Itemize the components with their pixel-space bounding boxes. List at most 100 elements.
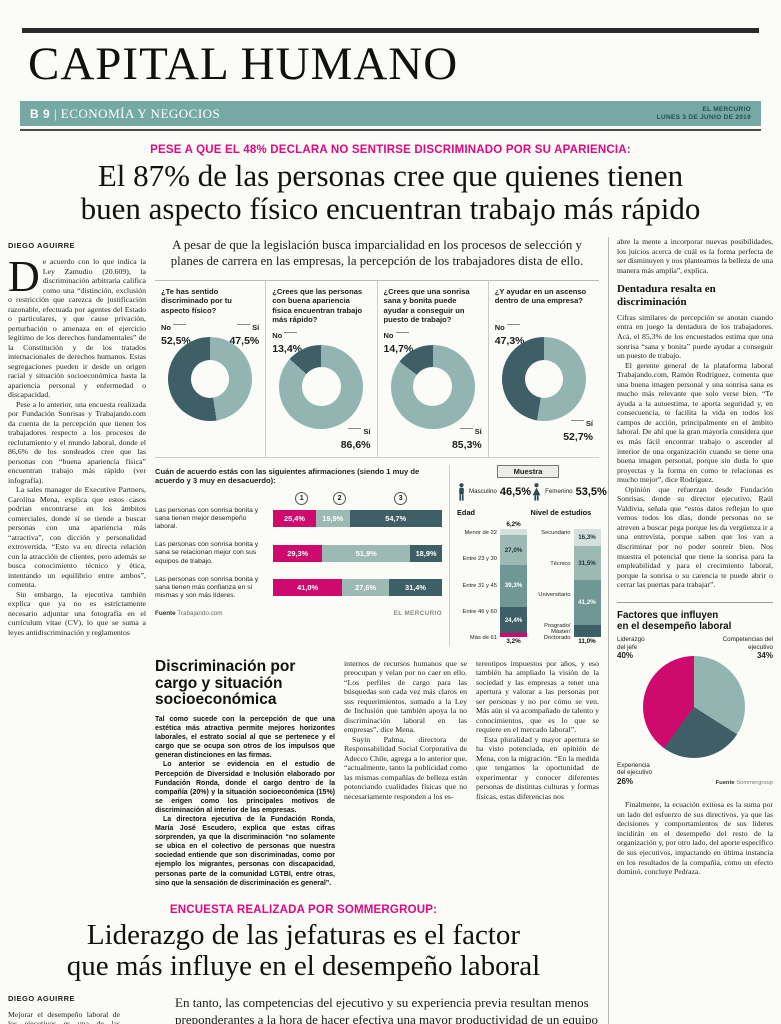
article1-paragraph: abre la mente a incorporar nuevas posibi… [617, 237, 773, 275]
pie-label-competencias: Competencias del ejecutivo 34% [722, 636, 773, 661]
bar-track: 41,0% 27,6% 31,4% [273, 579, 442, 597]
article2-paragraph: Mejorar el desempeño laboral de los ejec… [8, 1009, 120, 1024]
donut-no-label: No 52,5% [161, 322, 191, 347]
article2-byline: DIEGO AGUIRRE [8, 993, 76, 1003]
bar-segment: 54,7% [349, 510, 442, 528]
page-title: CAPITAL HUMANO [28, 38, 459, 90]
bar-row-label: Las personas con sonrisa bonita y sana t… [155, 506, 259, 531]
donut-si-label: Sí 85,3% [451, 426, 482, 451]
article1-deck: A pesar de que la legislación busca impa… [170, 238, 584, 269]
donut-hole [190, 359, 230, 399]
scale-marker-2: 2 [333, 491, 347, 505]
factores-source: Fuente Sommergroup [715, 780, 773, 787]
factores-pie-chart [643, 656, 745, 759]
leader-line [395, 332, 409, 334]
article1-column-4: internos de recursos humanos que se preo… [344, 659, 467, 888]
bar-segment: 19,9% [315, 510, 350, 528]
article1-paragraph: Suyin Palma, directora de Responsabilida… [344, 734, 467, 801]
subsection-paragraph: Tal como sucede con la percepción de que… [155, 715, 335, 760]
article2-deck: En tanto, las competencias del ejecutivo… [175, 994, 599, 1024]
age-segment [500, 633, 527, 637]
education-stacked-bar: 16,3% 31,5% 41,2% [573, 528, 601, 637]
age-chart: Edad Menor de 22 Entre 23 y 30 Entre 31 … [457, 508, 527, 646]
page-code: B 9 [30, 106, 51, 121]
pie-label-experiencia: Experiencia del ejecutivo 26% [617, 761, 653, 786]
bar-track: 29,3% 51,9% 18,9% [273, 544, 442, 562]
subsection-paragraph: La directora ejecutiva de la Fundación R… [155, 816, 335, 887]
donut-no-label: No 47,3% [494, 322, 525, 347]
donut-chart [279, 344, 364, 429]
subsection-title: Discriminación por cargo y situación soc… [155, 657, 296, 709]
bar-track: 25,4% 19,9% 54,7% [273, 510, 442, 528]
dropcap: D [8, 252, 40, 302]
age-labels: Menor de 22 Entre 23 y 30 Entre 31 y 45 … [462, 529, 497, 642]
education-bottom-value: 11,0% [578, 637, 596, 645]
education-segment: 16,3% [573, 528, 601, 547]
paper-name: EL MERCURIO [702, 105, 751, 113]
bar-segment: 51,9% [322, 544, 411, 562]
bar-row-label: Las personas con sonrisa bonita y sana t… [155, 575, 259, 599]
bar-chart-title: Cuán de acuerdo estás con las siguientes… [155, 466, 420, 486]
bar-row-1: Las personas con sonrisa bonita y sana t… [155, 507, 442, 531]
article1-paragraph: El gerente general de la plataforma labo… [617, 360, 773, 485]
male-person-icon [459, 482, 464, 501]
education-segment: 41,2% [573, 580, 601, 625]
infographic: ¿Te has sentido discriminado por tu aspe… [155, 279, 607, 646]
section-bar-rule [20, 129, 761, 131]
donut-question: ¿Te has sentido discriminado por tu aspe… [161, 286, 232, 315]
article1-paragraph: La sales manager de Executive Partners, … [8, 485, 146, 590]
age-segment: 24,4% [500, 607, 527, 634]
donut-hole [302, 367, 341, 407]
article2-final-paragraph: Finalmente, la ecuación exitosa es la su… [617, 800, 773, 877]
education-segment: 31,5% [573, 546, 601, 581]
bar-segment: 31,4% [388, 579, 442, 597]
article2-headline: Liderazgo de las jefaturas es el factor q… [66, 918, 541, 982]
bar-segment: 29,3% [273, 544, 323, 562]
education-chart: Nivel de estudios Secundario Técnico Uni… [531, 508, 601, 646]
agreement-bar-chart: Cuán de acuerdo estás con las siguientes… [155, 465, 449, 646]
article1-headline: El 87% de las personas cree que quienes … [80, 158, 701, 226]
chart-credit: EL MERCURIO [393, 610, 442, 618]
age-segment [500, 528, 527, 536]
pie-label-liderazgo: Liderazgo del jefe 40% [617, 636, 645, 661]
education-labels: Secundario Técnico Universitario Posgrad… [538, 529, 571, 642]
section-bar: B 9 | ECONOMÍA Y NEGOCIOS EL MERCURIO LUN… [20, 101, 761, 126]
bar-segment: 18,9% [410, 544, 442, 562]
article1-paragraph: internos de recursos humanos que se preo… [344, 658, 467, 735]
age-segment: 27,0% [500, 535, 527, 565]
article2: ENCUESTA REALIZADA POR SOMMERGROUP: Lide… [8, 904, 599, 1024]
article1-paragraph: Pese a lo anterior, una encuesta realiza… [8, 399, 146, 485]
donut-hole [413, 367, 452, 407]
donut-si-label: Sí 86,6% [340, 426, 371, 451]
donut-question: ¿Y ayudar en un ascenso dentro de una em… [494, 286, 587, 306]
article1-paragraph: Esta pluralidad y mayor apertura se ha v… [476, 734, 599, 801]
bar-row-3: Las personas con sonrisa bonita y sana t… [155, 576, 442, 600]
donut-chart [501, 336, 586, 421]
leader-line [173, 324, 186, 326]
donut-si-label: Sí 47,5% [229, 322, 260, 347]
article1-paragraph: Opinión que refuerzan desde Fundación So… [617, 484, 773, 590]
article1-column-5: tereotipos impuestos por años, y eso tam… [476, 659, 599, 888]
bar-row-2: Las personas con sonrisa bonita y sana s… [155, 541, 442, 565]
sample-title: Muestra [496, 464, 560, 478]
bar-row-label: Las personas con sonrisa bonita y sana s… [155, 541, 259, 565]
article2-kicker: ENCUESTA REALIZADA POR SOMMERGROUP: [169, 903, 438, 916]
article2-column-1: DIEGO AGUIRRE Mejorar el desempeño labor… [8, 990, 120, 1024]
article1-byline: DIEGO AGUIRRE [8, 241, 76, 251]
issue-date: LUNES 3 DE JUNIO DE 2019 [656, 113, 751, 121]
donut-si-label: Sí 52,7% [563, 418, 593, 443]
bar-segment: 27,6% [342, 579, 389, 597]
donut-panel-1: ¿Te has sentido discriminado por tu aspe… [155, 281, 265, 457]
dentadura-subhead: Dentadura resalta en discriminación [617, 283, 716, 308]
donut-question: ¿Crees que las personas con buena aparie… [272, 286, 363, 325]
donut-hole [524, 359, 564, 399]
age-segment: 39,3% [500, 564, 527, 608]
right-column: abre la mente a incorporar nuevas posibi… [608, 237, 773, 1024]
subsection-paragraph: Lo anterior se evidencia en el estudio d… [155, 761, 335, 814]
age-stacked-bar: 27,0% 39,3% 24,4% [500, 528, 527, 637]
donut-panel-3: ¿Crees que una sonrisa sana y bonita pue… [376, 280, 488, 457]
article1-paragraph: Sin embargo, la ejecutiva también explic… [8, 589, 146, 637]
bar-segment: 25,4% [273, 510, 316, 528]
